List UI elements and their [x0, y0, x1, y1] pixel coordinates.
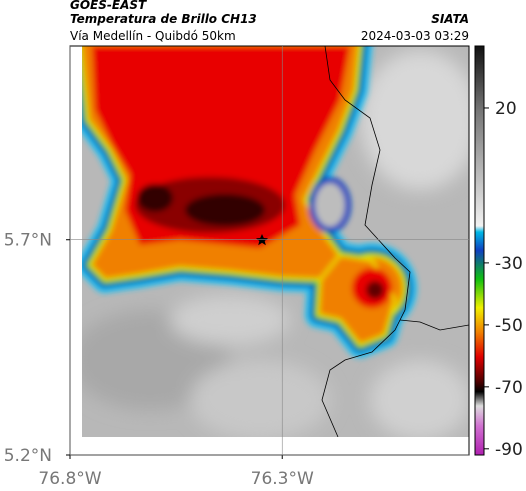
- colorbar-tick-label: -50: [495, 316, 523, 336]
- colorbar-tick-label: -70: [495, 378, 523, 398]
- source: GOES-EAST: [70, 0, 147, 12]
- title: Temperatura de Brillo CH13: [70, 12, 257, 26]
- y-tick-label: 5.7°N: [4, 231, 52, 251]
- colorbar-tick-label: 20: [495, 99, 517, 119]
- colorbar-tick-label: -90: [495, 440, 523, 460]
- x-tick-label: 76.3°W: [251, 469, 314, 489]
- timestamp: 2024-03-03 03:29: [361, 29, 469, 43]
- colorbar: [474, 45, 485, 456]
- map-image: [82, 46, 469, 437]
- org: SIATA: [431, 12, 469, 26]
- y-tick-label: 5.2°N: [4, 446, 52, 466]
- x-tick-label: 76.8°W: [38, 469, 101, 489]
- subtitle: Vía Medellín - Quibdó 50km: [70, 29, 236, 43]
- colorbar-tick-label: -30: [495, 254, 523, 274]
